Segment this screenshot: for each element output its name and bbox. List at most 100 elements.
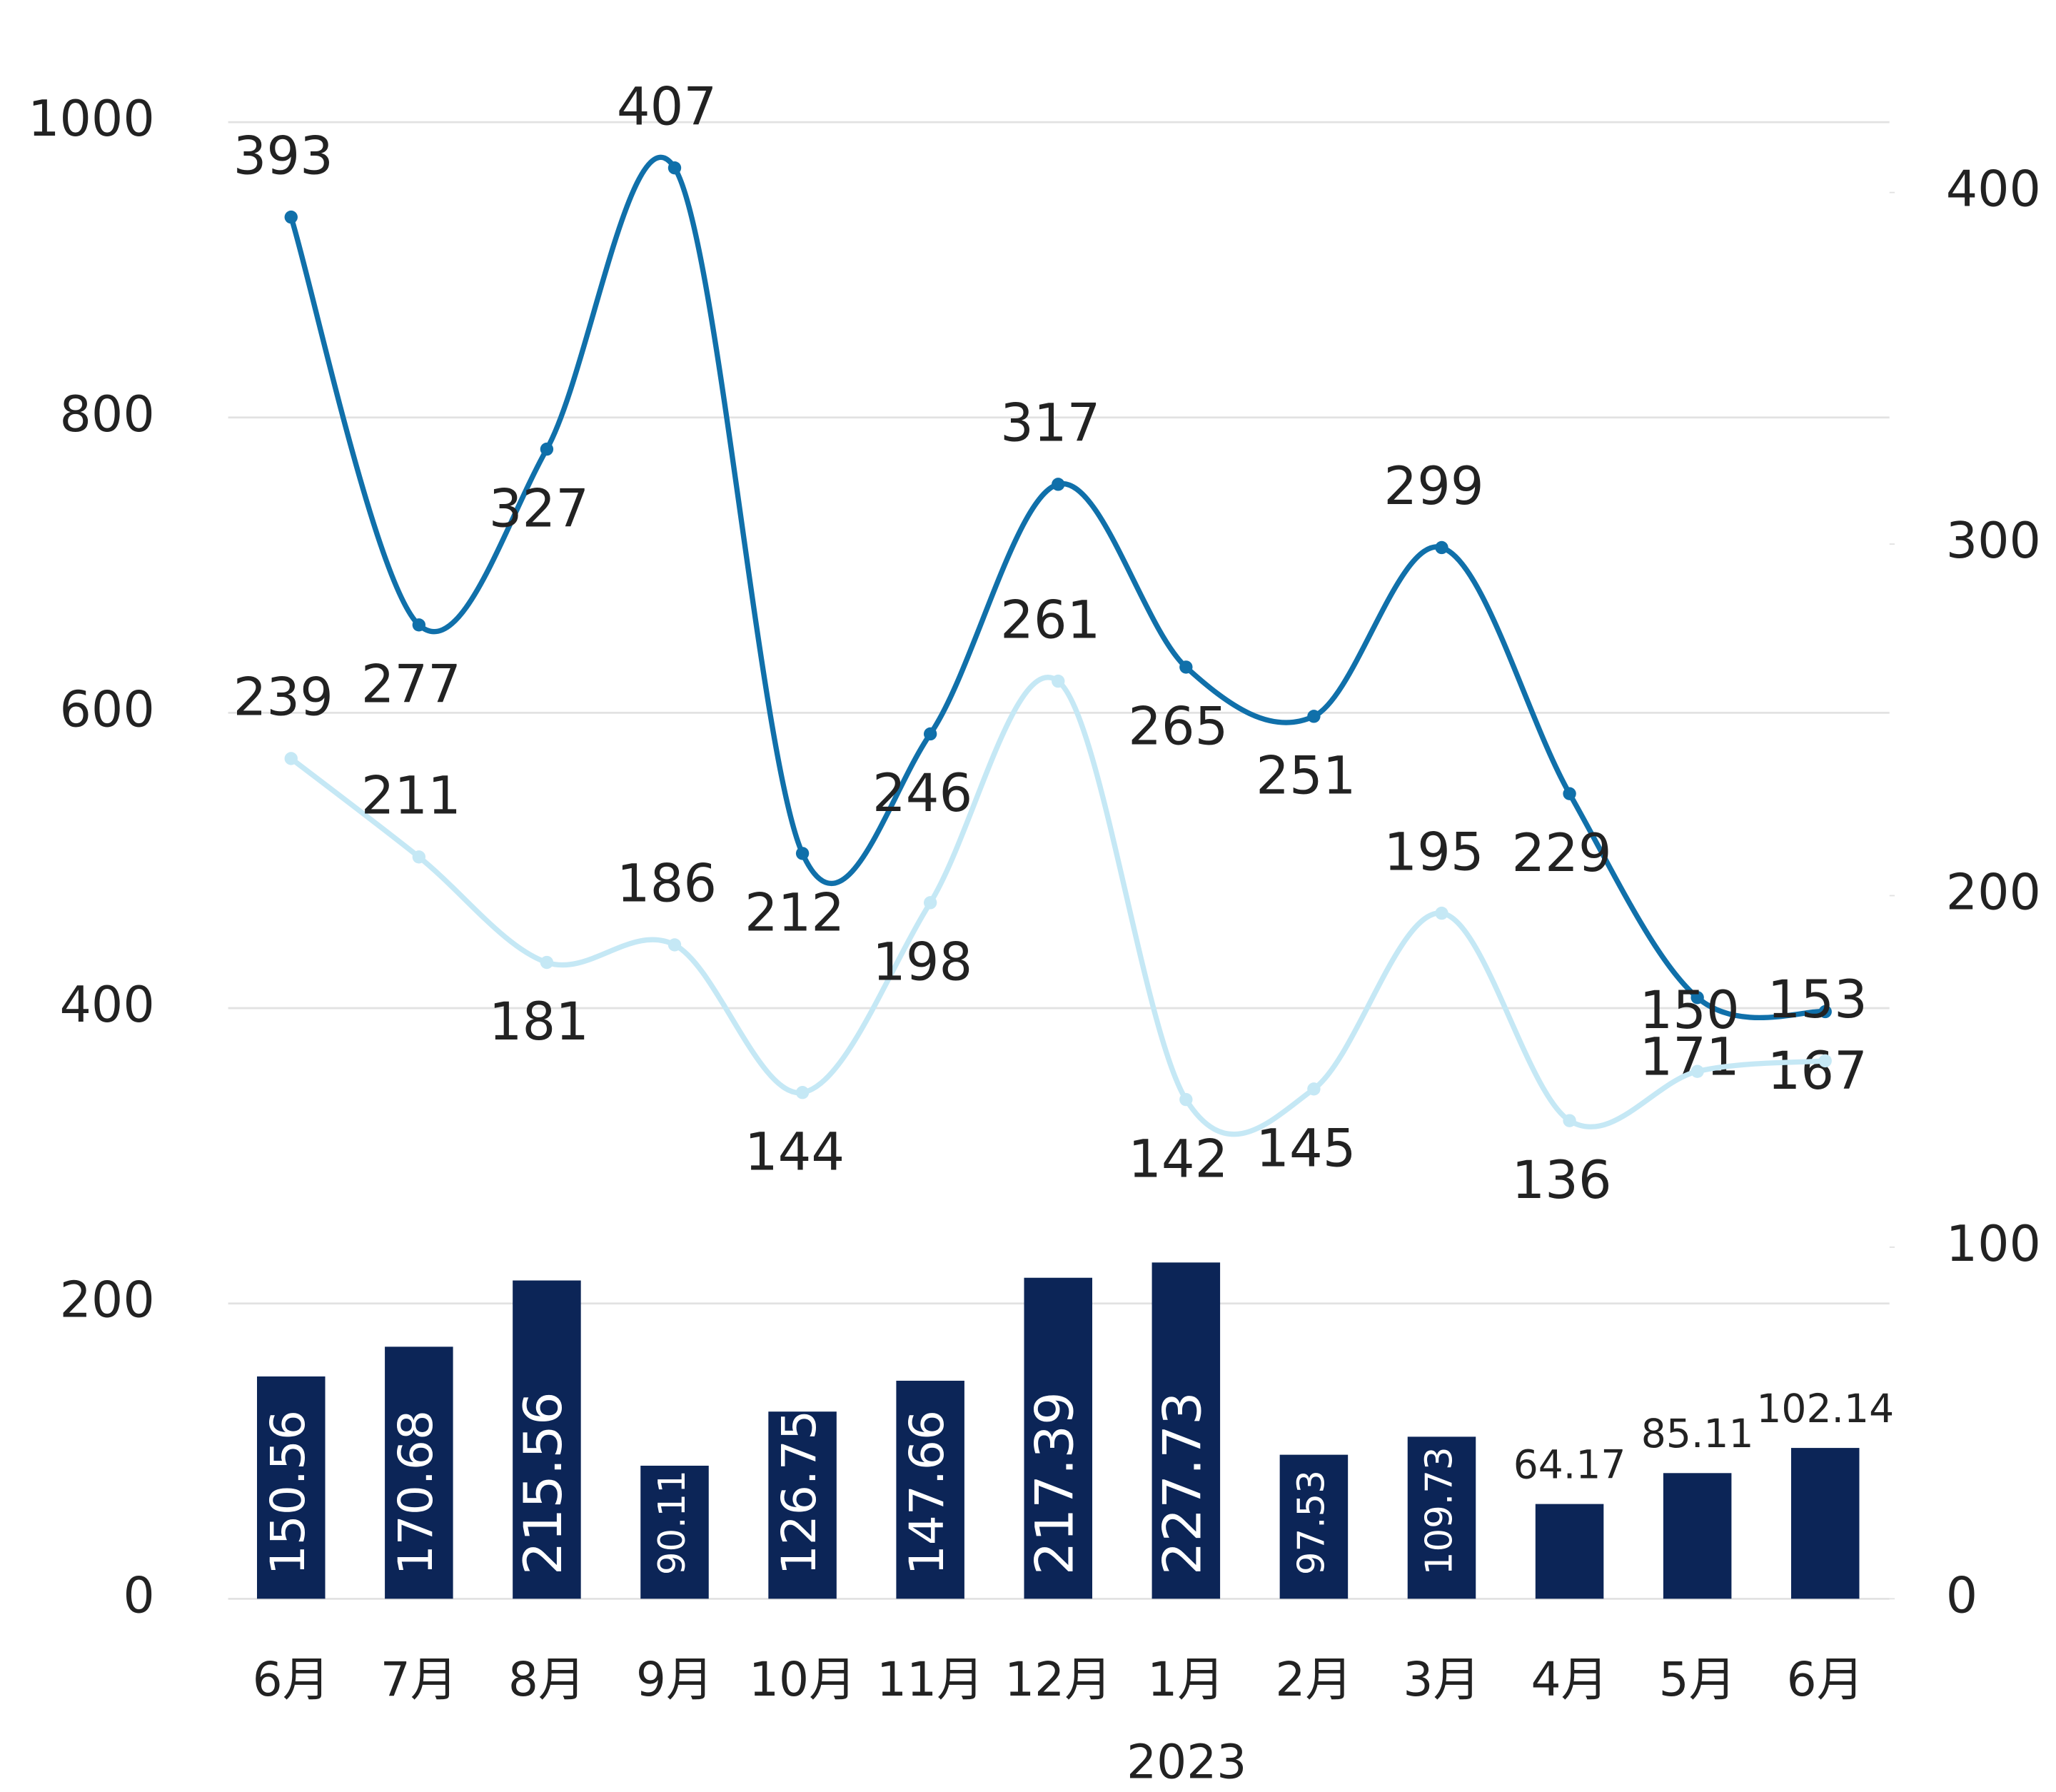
line-label: 181 — [489, 992, 589, 1052]
line-point — [284, 752, 298, 765]
y2-tick-label: 400 — [1946, 161, 2041, 218]
bar-label: 90.11 — [651, 1470, 694, 1575]
bar — [1790, 1448, 1860, 1599]
line-point — [1690, 991, 1704, 1005]
line-label: 145 — [1256, 1118, 1356, 1179]
line-point — [1052, 478, 1065, 491]
bar-label: 102.14 — [1756, 1386, 1894, 1431]
line-label: 229 — [1511, 823, 1611, 884]
y-tick-label: 600 — [60, 680, 155, 738]
bar — [513, 1280, 581, 1599]
line-point — [1307, 1082, 1321, 1096]
line-point — [1690, 1064, 1704, 1078]
y-tick-label: 800 — [60, 386, 155, 443]
line-label: 251 — [1256, 746, 1356, 807]
line-point — [667, 938, 682, 952]
line-point — [1435, 906, 1448, 920]
line-point — [1179, 1092, 1193, 1107]
x-tick-label: 8月 — [508, 1652, 585, 1707]
line-label: 327 — [489, 478, 589, 539]
x-tick-label: 6月 — [1787, 1652, 1864, 1707]
line-point — [923, 727, 937, 741]
line-label: 142 — [1128, 1129, 1228, 1189]
bar-label: 170.68 — [388, 1410, 443, 1575]
line-label: 136 — [1511, 1150, 1611, 1211]
line-label: 212 — [745, 883, 845, 944]
y2-tick-label: 100 — [1946, 1215, 2041, 1273]
y-tick-label: 0 — [123, 1566, 154, 1624]
bar — [1407, 1436, 1476, 1599]
y-tick-label: 200 — [60, 1272, 155, 1329]
line-point — [1307, 710, 1321, 723]
bar — [1024, 1277, 1092, 1599]
line-label: 261 — [1000, 590, 1100, 650]
line-label: 299 — [1384, 456, 1483, 517]
x-tick-label: 3月 — [1403, 1652, 1480, 1707]
line-point — [1179, 660, 1193, 674]
line-label: 246 — [872, 763, 972, 824]
line-label: 277 — [361, 655, 461, 715]
y2-tick-label: 200 — [1946, 864, 2041, 922]
line-label: 239 — [233, 668, 333, 728]
line-point — [795, 1086, 810, 1099]
y2-tick-label: 0 — [1946, 1566, 1977, 1624]
bar-label: 64.17 — [1513, 1441, 1626, 1487]
line-label: 198 — [872, 932, 972, 993]
x-tick-label: 11月 — [877, 1652, 984, 1707]
y2-tick-label: 300 — [1946, 512, 2041, 570]
x-tick-label: 1月 — [1147, 1652, 1224, 1707]
line-label: 186 — [617, 854, 717, 915]
bar — [385, 1346, 453, 1599]
bar-label: 85.11 — [1641, 1411, 1754, 1456]
line-label: 211 — [361, 766, 461, 827]
bar-label: 126.75 — [772, 1410, 827, 1575]
line-point — [667, 161, 682, 175]
x-tick-label: 4月 — [1531, 1652, 1608, 1707]
x-tick-label: 5月 — [1659, 1652, 1736, 1707]
bar-label: 109.73 — [1418, 1446, 1461, 1575]
line-point — [1563, 787, 1576, 800]
y-tick-label: 1000 — [28, 90, 155, 148]
x-tick-label: 9月 — [636, 1652, 713, 1707]
bar-label: 215.56 — [513, 1391, 574, 1575]
line-label: 167 — [1768, 1041, 1868, 1102]
line-point — [1435, 540, 1448, 555]
line-point — [1818, 1005, 1832, 1019]
line-point — [284, 210, 298, 224]
line-label: 195 — [1384, 822, 1483, 882]
line-point — [923, 896, 937, 910]
bar — [896, 1380, 964, 1599]
bar-label: 97.53 — [1290, 1470, 1333, 1575]
y-tick-label: 400 — [60, 976, 155, 1034]
line-label: 150 — [1640, 980, 1740, 1041]
line-point — [412, 850, 426, 864]
x-tick-label: 6月 — [253, 1652, 330, 1707]
line-label: 393 — [233, 126, 333, 186]
line-label: 317 — [1000, 393, 1100, 454]
line — [289, 675, 1826, 1137]
bar — [768, 1411, 837, 1599]
bar — [1663, 1473, 1732, 1599]
x-tick-label: 7月 — [381, 1652, 458, 1707]
x-tick-label: 12月 — [1004, 1652, 1112, 1707]
line-point — [412, 618, 426, 632]
line-point — [795, 847, 810, 860]
line-point — [1052, 674, 1065, 688]
bar — [1152, 1262, 1221, 1599]
line-point — [1818, 1054, 1832, 1068]
line-label: 144 — [745, 1122, 845, 1182]
bar — [640, 1465, 709, 1599]
bar — [257, 1376, 326, 1599]
bar — [1279, 1454, 1349, 1599]
group-label: 2023 — [1127, 1735, 1246, 1789]
bar-label: 147.66 — [900, 1410, 954, 1575]
line — [288, 154, 1826, 1020]
bar-label: 227.73 — [1152, 1391, 1213, 1575]
bar-label: 150.56 — [261, 1410, 316, 1575]
x-tick-label: 10月 — [749, 1652, 856, 1707]
line-point — [540, 955, 554, 970]
line-point — [1563, 1114, 1576, 1127]
x-tick-label: 2月 — [1275, 1652, 1352, 1707]
bar-label: 217.39 — [1024, 1391, 1085, 1575]
